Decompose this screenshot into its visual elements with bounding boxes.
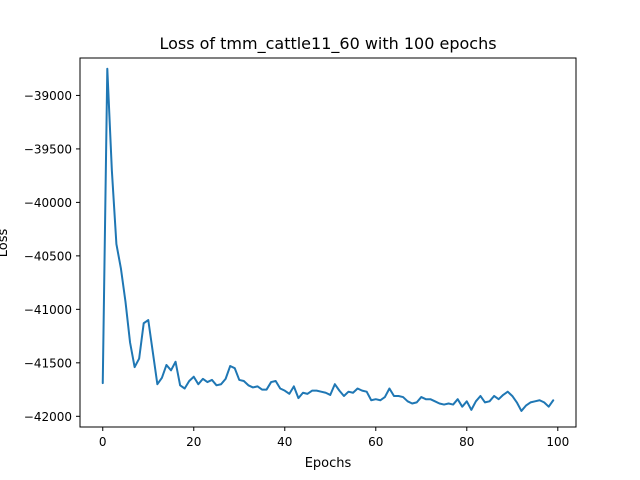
y-tick-label: −39000 [24,89,72,103]
x-axis-label: Epochs [305,456,352,471]
y-tick-label: −39500 [24,142,72,156]
y-tick-label: −41000 [24,303,72,317]
x-tick-label: 100 [546,435,569,449]
x-tick-label: 20 [186,435,201,449]
x-tick-label: 80 [459,435,474,449]
axes-frame [79,57,577,428]
chart-title: Loss of tmm_cattle11_60 with 100 epochs [159,34,496,54]
x-tick-label: 0 [99,435,107,449]
loss-series-line [101,67,555,412]
y-axis-ticks: −42000 −41500 −41000 −40500 −40000 −39500 −390… [24,89,80,424]
x-tick-label: 60 [368,435,383,449]
y-tick-label: −40500 [24,249,72,263]
y-tick-label: −40000 [24,196,72,210]
x-axis-ticks: 0 20 40 60 80 100 [99,427,569,449]
y-tick-label: −42000 [24,410,72,424]
x-tick-label: 40 [277,435,292,449]
y-axis-label: Loss [0,229,11,258]
y-tick-label: −41500 [24,356,72,370]
